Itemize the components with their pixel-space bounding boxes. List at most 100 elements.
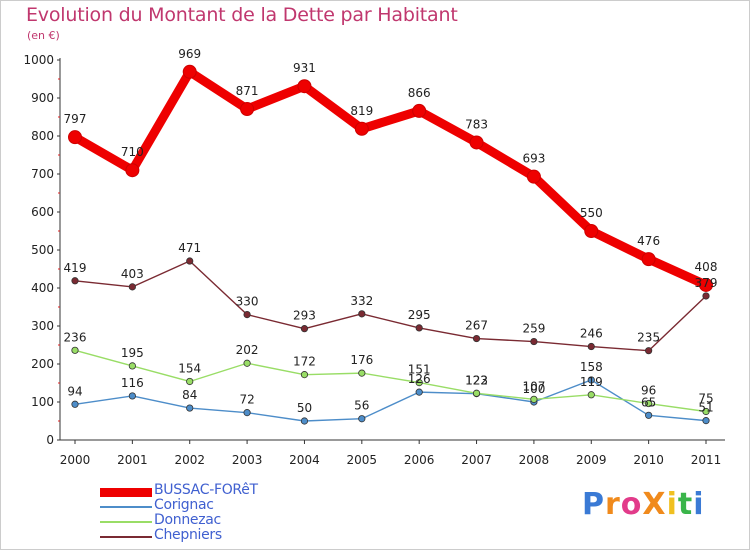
series-point [297,79,312,94]
series-point [300,325,309,333]
series-point [186,377,194,386]
data-label: 236 [64,330,87,344]
series-point [128,283,136,291]
y-tick-label: 1000 [23,53,54,67]
legend-label: Donnezac [154,512,221,528]
data-label: 408 [695,260,718,274]
data-label: 783 [465,117,488,131]
x-tick-label: 2004 [289,453,320,467]
series-point [587,342,595,351]
x-tick-label: 2008 [519,453,550,467]
data-label: 871 [236,84,259,98]
logo-letter: o [620,487,643,522]
series-line [74,379,707,422]
series-point [469,135,484,150]
data-label: 403 [121,267,144,281]
data-label: 202 [236,343,259,357]
data-label: 866 [408,86,431,100]
series-point [354,121,369,136]
y-tick-label: 400 [31,281,54,295]
data-label: 176 [350,353,373,367]
series-point [587,391,595,399]
series-point [702,407,710,416]
x-tick-label: 2005 [347,453,378,467]
data-label: 195 [121,346,144,360]
data-label: 172 [293,355,316,369]
series-point [415,324,423,332]
y-tick-label: 300 [31,319,54,333]
series-point [240,102,255,117]
chart-subtitle: (en €) [27,29,60,42]
series-point [243,359,251,367]
series-point [125,163,140,178]
data-label: 419 [64,261,87,275]
series-point [415,379,423,387]
series-line [74,349,707,413]
data-label: 75 [698,392,713,406]
series-point [587,376,595,384]
logo-letter: P [582,487,605,522]
data-label: 126 [408,372,431,386]
y-tick-label: 700 [31,167,54,181]
data-label: 819 [350,104,373,118]
data-label: 151 [408,363,431,377]
legend-label: Corignac [154,497,214,513]
x-tick-label: 2011 [691,453,722,467]
legend-label: Chepniers [154,527,222,543]
data-label: 158 [580,360,603,374]
data-label: 332 [350,294,373,308]
logo-letter: i [693,487,705,522]
y-tick-label: 500 [31,243,54,257]
series-point [71,277,79,285]
data-label: 379 [695,276,718,290]
series-point [412,103,427,118]
x-tick-label: 2007 [461,453,492,467]
series-point [530,337,538,346]
series-line [74,260,707,352]
data-label: 119 [580,375,603,389]
logo-letter: t [677,487,694,522]
series-point [243,310,251,319]
data-label: 471 [178,241,201,255]
x-tick-label: 2002 [174,453,205,467]
data-label: 122 [465,374,488,388]
x-tick-label: 2009 [576,453,607,467]
series-point [645,347,653,355]
data-label: 72 [239,393,254,407]
series-point [584,224,599,238]
series-point [645,411,653,419]
series-point [71,346,79,354]
series-point [358,415,366,423]
data-label: 65 [641,395,656,409]
x-tick-label: 2003 [232,453,263,467]
y-tick-label: 100 [31,395,54,409]
data-label: 56 [354,399,369,413]
series-point [472,334,481,343]
series-point [300,417,309,425]
series-point [702,417,710,425]
data-label: 96 [641,384,656,398]
legend-label: BUSSAC-FORêT [154,482,258,498]
chart-title: Evolution du Montant de la Dette par Hab… [26,4,458,26]
data-label: 476 [637,234,660,248]
series-point [128,362,136,370]
data-label: 123 [465,373,488,387]
series-point [530,395,538,403]
series-point [415,388,423,396]
data-label: 797 [64,112,87,126]
x-tick-label: 2001 [117,453,148,467]
y-tick-label: 600 [31,205,54,219]
proxiti-logo: ProXiti [582,487,705,522]
data-label: 267 [465,319,488,333]
data-label: 710 [121,145,144,159]
series-point [472,389,481,397]
series-point [358,369,366,377]
data-label: 330 [236,295,259,309]
data-label: 693 [522,152,545,166]
x-tick-label: 2006 [404,453,435,467]
data-label: 295 [408,308,431,322]
series-point [699,277,713,292]
data-label: 969 [178,47,201,61]
data-label: 259 [522,322,545,336]
